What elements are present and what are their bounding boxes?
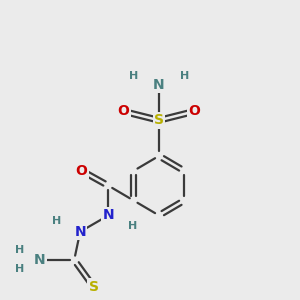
Text: O: O [76,164,88,178]
Text: H: H [15,264,24,274]
Text: S: S [154,113,164,127]
Text: H: H [129,71,138,81]
Text: N: N [34,253,46,267]
Text: H: H [52,216,61,226]
Text: O: O [117,104,129,118]
Text: S: S [88,280,98,294]
Text: H: H [15,244,24,255]
Text: H: H [180,71,189,81]
Text: N: N [153,78,165,92]
Text: N: N [103,208,114,222]
Text: O: O [189,104,200,118]
Text: H: H [128,221,137,231]
Text: N: N [74,225,86,239]
